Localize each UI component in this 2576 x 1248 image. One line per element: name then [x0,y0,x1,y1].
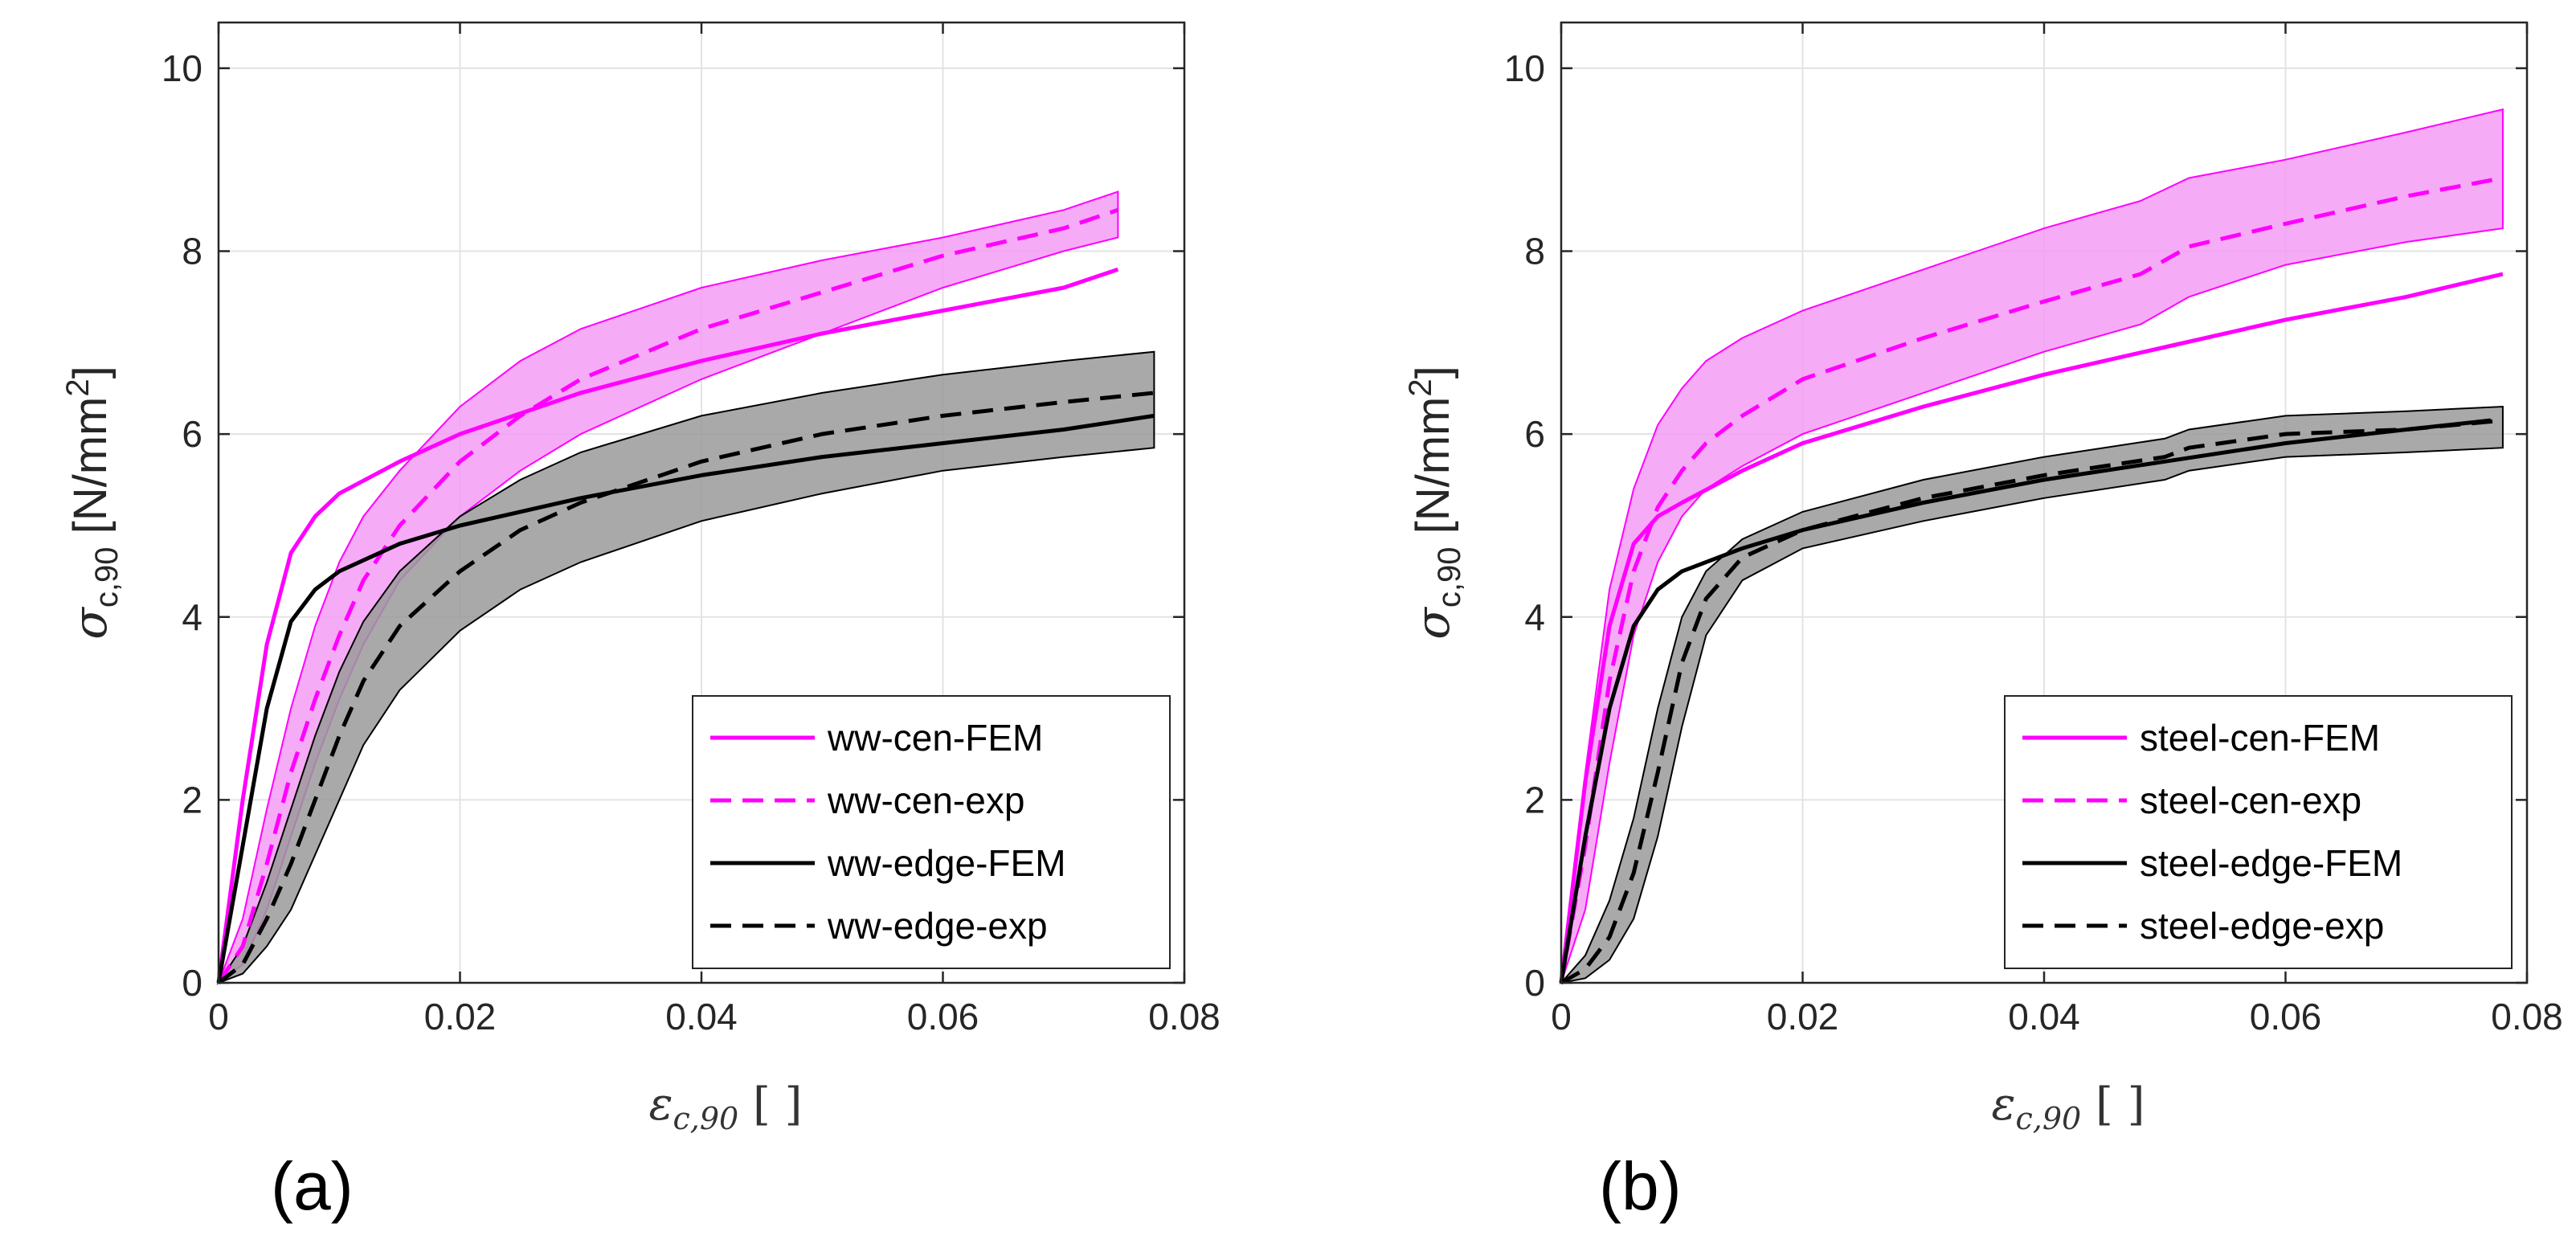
legend-box [692,695,1171,969]
legend: ww-cen-FEM ww-cen-exp ww-edge-FEM ww-edge-e… [692,695,1171,969]
x-axis-label: εc,90 [ ] [648,1078,802,1136]
series-line-ww-edge-FEM [216,413,1155,984]
y-tick-label: 6 [1524,413,1545,455]
y-axis-label-unit: [N/mm [64,397,117,547]
x-tick-label: 0.08 [2491,996,2563,1037]
series-line-steel-edge-exp [1560,418,2504,985]
y-axis-label: σc,90 [N/mm2] [1403,366,1467,639]
x-axis-label-unit: [ ] [738,1078,802,1131]
y-tick-label: 4 [182,596,202,638]
y-axis-label-symbol: σ [1405,607,1460,640]
legend: steel-cen-FEM steel-cen-exp steel-edge-FEM… [2004,695,2513,969]
y-axis-label-unit: [N/mm [1407,397,1459,547]
legend-label: steel-edge-exp [2140,905,2384,947]
y-axis-label-unit-sup: 2 [60,378,96,396]
panel-label: (b) [1599,1148,1682,1224]
y-axis-label-subscript: c,90 [89,547,125,608]
legend-label: ww-edge-exp [827,905,1048,947]
series-band-steel-edge-exp [1559,405,2504,984]
y-axis-label-unit-close: ] [1407,366,1459,378]
y-tick-label: 0 [1524,962,1545,1004]
y-axis-label: σc,90 [N/mm2] [60,366,125,639]
x-axis-label-subscript: c,90 [673,1101,739,1136]
y-axis-label-unit-sup: 2 [1403,378,1438,396]
series-line-ww-cen-exp [216,207,1119,984]
x-axis-label: εc,90 [ ] [1991,1078,2145,1136]
y-tick-label: 6 [182,413,202,455]
x-tick-label: 0 [208,996,229,1037]
y-tick-label: 10 [162,47,202,89]
y-tick-label: 4 [1524,596,1545,638]
x-axis-label-symbol: ε [1991,1078,2015,1131]
y-tick-label: 8 [182,231,202,272]
panel-label: (a) [271,1148,354,1224]
series-band-steel-cen-exp [1560,108,2504,984]
legend-label: steel-cen-exp [2140,779,2361,821]
x-tick-label: 0.06 [907,996,979,1037]
x-axis-label-unit: [ ] [2081,1078,2145,1131]
x-tick-label: 0.04 [665,996,738,1037]
legend-label: steel-cen-FEM [2140,717,2380,759]
y-axis-label-unit-close: ] [64,366,117,378]
legend-label: ww-cen-exp [827,779,1024,821]
series-line-steel-cen-exp [1559,176,2504,984]
y-tick-label: 2 [182,779,202,820]
series-line-steel-cen-FEM [1559,272,2504,984]
x-tick-label: 0.06 [2250,996,2322,1037]
y-axis-label-subscript: c,90 [1432,547,1467,608]
series-line-ww-edge-exp [217,391,1155,984]
x-tick-label: 0.08 [1148,996,1221,1037]
legend-label: ww-cen-FEM [827,717,1043,759]
x-tick-label: 0.04 [2008,996,2080,1037]
y-tick-label: 2 [1524,779,1545,820]
x-axis-label-subscript: c,90 [2016,1101,2082,1136]
y-axis-label-symbol: σ [63,607,117,640]
x-tick-label: 0.02 [424,996,497,1037]
y-tick-label: 8 [1524,231,1545,272]
series-line-steel-edge-FEM [1559,418,2492,984]
legend-label: steel-edge-FEM [2140,842,2402,884]
x-axis-label-symbol: ε [648,1078,673,1131]
y-tick-label: 0 [182,962,202,1004]
x-tick-label: 0 [1551,996,1572,1037]
series-line-ww-cen-FEM [216,267,1119,984]
legend-box [2004,695,2513,969]
x-tick-label: 0.02 [1767,996,1839,1037]
legend-label: ww-edge-FEM [827,842,1066,884]
y-tick-label: 10 [1504,47,1545,89]
